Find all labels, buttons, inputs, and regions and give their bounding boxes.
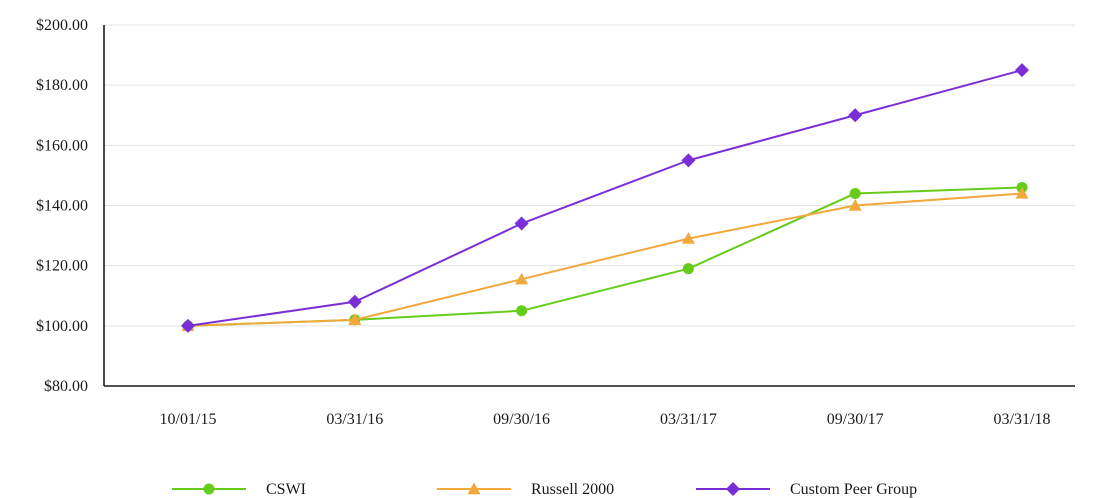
y-tick-label: $120.00 bbox=[36, 258, 88, 275]
data-point bbox=[515, 272, 529, 285]
x-tick-label: 03/31/17 bbox=[660, 411, 717, 428]
legend-item: Custom Peer Group bbox=[696, 481, 917, 498]
axes bbox=[103, 25, 1075, 387]
legend-item: CSWI bbox=[172, 481, 306, 498]
y-tick-label: $180.00 bbox=[36, 77, 88, 94]
data-point bbox=[348, 313, 362, 326]
x-tick-label: 03/31/16 bbox=[326, 411, 383, 428]
legend-item: Russell 2000 bbox=[437, 481, 614, 498]
data-point bbox=[848, 199, 862, 211]
legend-marker bbox=[203, 483, 215, 495]
data-point bbox=[347, 294, 362, 309]
y-tick-label: $80.00 bbox=[44, 378, 88, 395]
y-tick-label: $100.00 bbox=[36, 318, 88, 335]
data-point bbox=[1015, 63, 1029, 78]
series-lines bbox=[181, 63, 1029, 333]
data-point bbox=[1015, 186, 1029, 199]
series-custom-peer-group bbox=[181, 63, 1029, 333]
data-point bbox=[514, 216, 529, 231]
legend-label: CSWI bbox=[266, 481, 306, 498]
x-tick-labels: 10/01/15 03/31/16 09/30/16 03/31/17 09/30/17… bbox=[160, 411, 1051, 428]
data-point bbox=[848, 108, 863, 123]
legend: CSWI Russell 2000 Custom Peer Group bbox=[172, 481, 917, 498]
legend-marker bbox=[726, 482, 740, 496]
x-tick-label: 03/31/18 bbox=[994, 411, 1051, 428]
legend-label: Russell 2000 bbox=[531, 481, 614, 498]
data-point bbox=[849, 187, 861, 199]
data-point bbox=[181, 318, 195, 333]
y-tick-labels: $80.00 $100.00 $120.00 $140.00 $160.00 $180.0… bbox=[36, 17, 88, 395]
data-point bbox=[681, 153, 696, 168]
x-tick-label: 09/30/17 bbox=[827, 411, 884, 428]
series-line bbox=[187, 186, 1023, 327]
data-point bbox=[682, 263, 694, 275]
series-line bbox=[187, 69, 1023, 327]
legend-label: Custom Peer Group bbox=[790, 481, 917, 498]
data-point bbox=[681, 232, 695, 244]
y-tick-label: $140.00 bbox=[36, 198, 88, 215]
series-line bbox=[187, 192, 1023, 327]
x-tick-label: 10/01/15 bbox=[160, 411, 217, 428]
gridlines bbox=[104, 24, 1075, 327]
y-tick-label: $160.00 bbox=[36, 137, 88, 154]
data-point bbox=[516, 305, 528, 317]
x-tick-label: 09/30/16 bbox=[493, 411, 550, 428]
legend-marker bbox=[467, 482, 481, 495]
y-tick-label: $200.00 bbox=[36, 17, 88, 34]
